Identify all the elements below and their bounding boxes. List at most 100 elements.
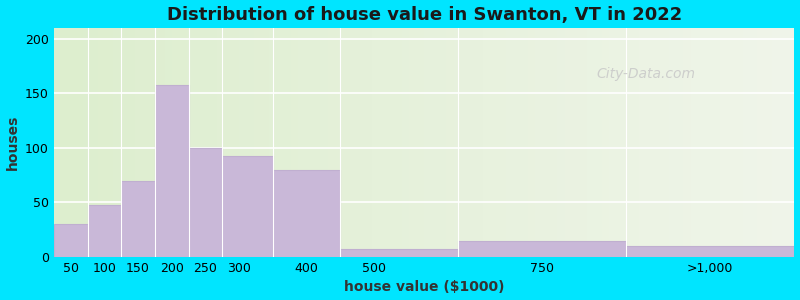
Bar — [276, 28, 283, 257]
X-axis label: house value ($1000): house value ($1000) — [344, 280, 504, 294]
Bar — [765, 28, 772, 257]
Bar — [83, 28, 91, 257]
Bar — [394, 28, 402, 257]
Bar — [646, 28, 654, 257]
Bar — [350, 28, 358, 257]
Bar — [142, 28, 150, 257]
Bar — [340, 249, 458, 257]
Bar — [631, 28, 639, 257]
Bar — [572, 28, 580, 257]
Bar — [431, 28, 439, 257]
Bar — [231, 28, 239, 257]
Bar — [135, 28, 142, 257]
Bar — [150, 28, 158, 257]
Bar — [683, 28, 690, 257]
Bar — [306, 28, 313, 257]
Bar — [98, 28, 106, 257]
Bar — [550, 28, 558, 257]
Bar — [713, 28, 720, 257]
Bar — [202, 28, 210, 257]
Bar — [490, 28, 498, 257]
Bar — [246, 28, 254, 257]
Bar — [476, 28, 483, 257]
Bar — [342, 28, 350, 257]
Bar — [172, 28, 180, 257]
Bar — [528, 28, 535, 257]
Bar — [335, 28, 342, 257]
Bar — [439, 28, 446, 257]
Bar — [535, 28, 542, 257]
Bar — [217, 28, 224, 257]
Bar — [387, 28, 394, 257]
Bar — [106, 28, 113, 257]
Bar — [661, 28, 669, 257]
Bar — [128, 28, 135, 257]
Text: City-Data.com: City-Data.com — [597, 67, 696, 81]
Bar — [580, 28, 587, 257]
Bar — [676, 28, 683, 257]
Bar — [617, 28, 624, 257]
Bar — [424, 28, 431, 257]
Bar — [446, 28, 454, 257]
Bar — [365, 28, 372, 257]
Bar — [402, 28, 410, 257]
Bar — [254, 28, 262, 257]
Bar — [610, 28, 617, 257]
Bar — [410, 28, 417, 257]
Bar — [780, 28, 787, 257]
Bar — [189, 148, 222, 257]
Bar — [417, 28, 424, 257]
Bar — [69, 28, 76, 257]
Bar — [750, 28, 758, 257]
Bar — [121, 181, 155, 257]
Bar — [91, 28, 98, 257]
Bar — [262, 28, 269, 257]
Bar — [558, 28, 565, 257]
Bar — [735, 28, 742, 257]
Bar — [54, 28, 62, 257]
Bar — [269, 28, 276, 257]
Bar — [742, 28, 750, 257]
Bar — [380, 28, 387, 257]
Bar — [224, 28, 231, 257]
Bar — [454, 28, 461, 257]
Bar — [62, 28, 69, 257]
Bar — [298, 28, 306, 257]
Bar — [654, 28, 661, 257]
Bar — [626, 246, 794, 257]
Bar — [498, 28, 506, 257]
Bar — [328, 28, 335, 257]
Bar — [624, 28, 631, 257]
Bar — [321, 28, 328, 257]
Bar — [706, 28, 713, 257]
Bar — [155, 85, 189, 257]
Bar — [565, 28, 572, 257]
Bar — [690, 28, 698, 257]
Bar — [720, 28, 728, 257]
Bar — [187, 28, 194, 257]
Bar — [587, 28, 594, 257]
Bar — [602, 28, 610, 257]
Bar — [158, 28, 165, 257]
Bar — [291, 28, 298, 257]
Bar — [239, 28, 246, 257]
Bar — [483, 28, 490, 257]
Bar — [461, 28, 469, 257]
Bar — [194, 28, 202, 257]
Bar — [76, 28, 83, 257]
Bar — [210, 28, 217, 257]
Bar — [113, 28, 121, 257]
Bar — [521, 28, 528, 257]
Title: Distribution of house value in Swanton, VT in 2022: Distribution of house value in Swanton, … — [166, 6, 682, 24]
Bar — [358, 28, 365, 257]
Bar — [372, 28, 380, 257]
Bar — [669, 28, 676, 257]
Bar — [542, 28, 550, 257]
Bar — [458, 241, 626, 257]
Bar — [639, 28, 646, 257]
Bar — [87, 205, 121, 257]
Bar — [121, 28, 128, 257]
Bar — [758, 28, 765, 257]
Bar — [283, 28, 291, 257]
Bar — [313, 28, 321, 257]
